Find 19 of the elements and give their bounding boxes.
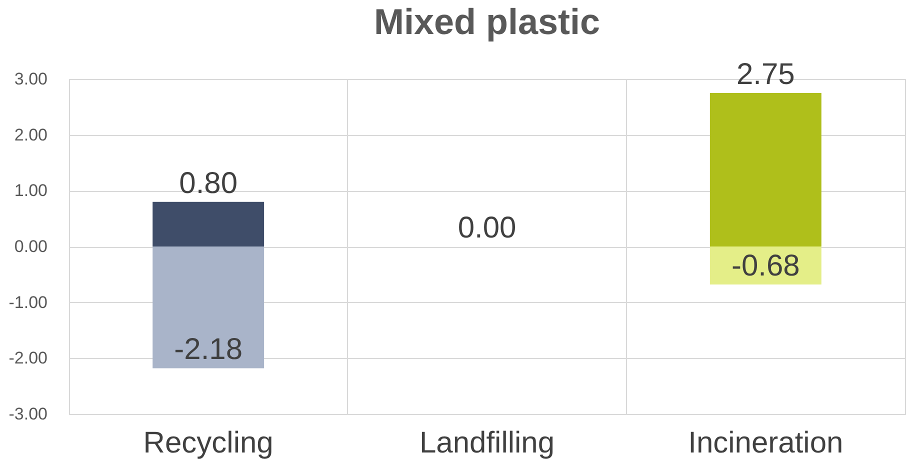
y-tick-label: -1.00	[8, 292, 48, 312]
data-label: -0.68	[731, 249, 800, 282]
data-label: -2.18	[174, 333, 243, 366]
bar	[152, 202, 264, 246]
y-tick-label: 0.00	[14, 237, 48, 256]
x-tick-label: Incineration	[688, 426, 844, 460]
x-tick-label: Landfilling	[419, 426, 555, 460]
y-tick-label: -2.00	[8, 348, 48, 368]
bar	[152, 246, 264, 368]
x-tick-label: Recycling	[143, 426, 274, 460]
data-label: 0.00	[458, 212, 516, 244]
y-tick-label: 1.00	[14, 181, 48, 200]
data-label: 2.75	[736, 58, 795, 91]
bar	[710, 92, 822, 246]
y-tick-label: 3.00	[14, 70, 48, 88]
chart-title: Mixed plastic	[374, 0, 600, 42]
y-tick-label: 2.00	[14, 125, 48, 144]
y-tick-label: -3.00	[8, 404, 48, 424]
data-label: 0.80	[179, 166, 238, 200]
